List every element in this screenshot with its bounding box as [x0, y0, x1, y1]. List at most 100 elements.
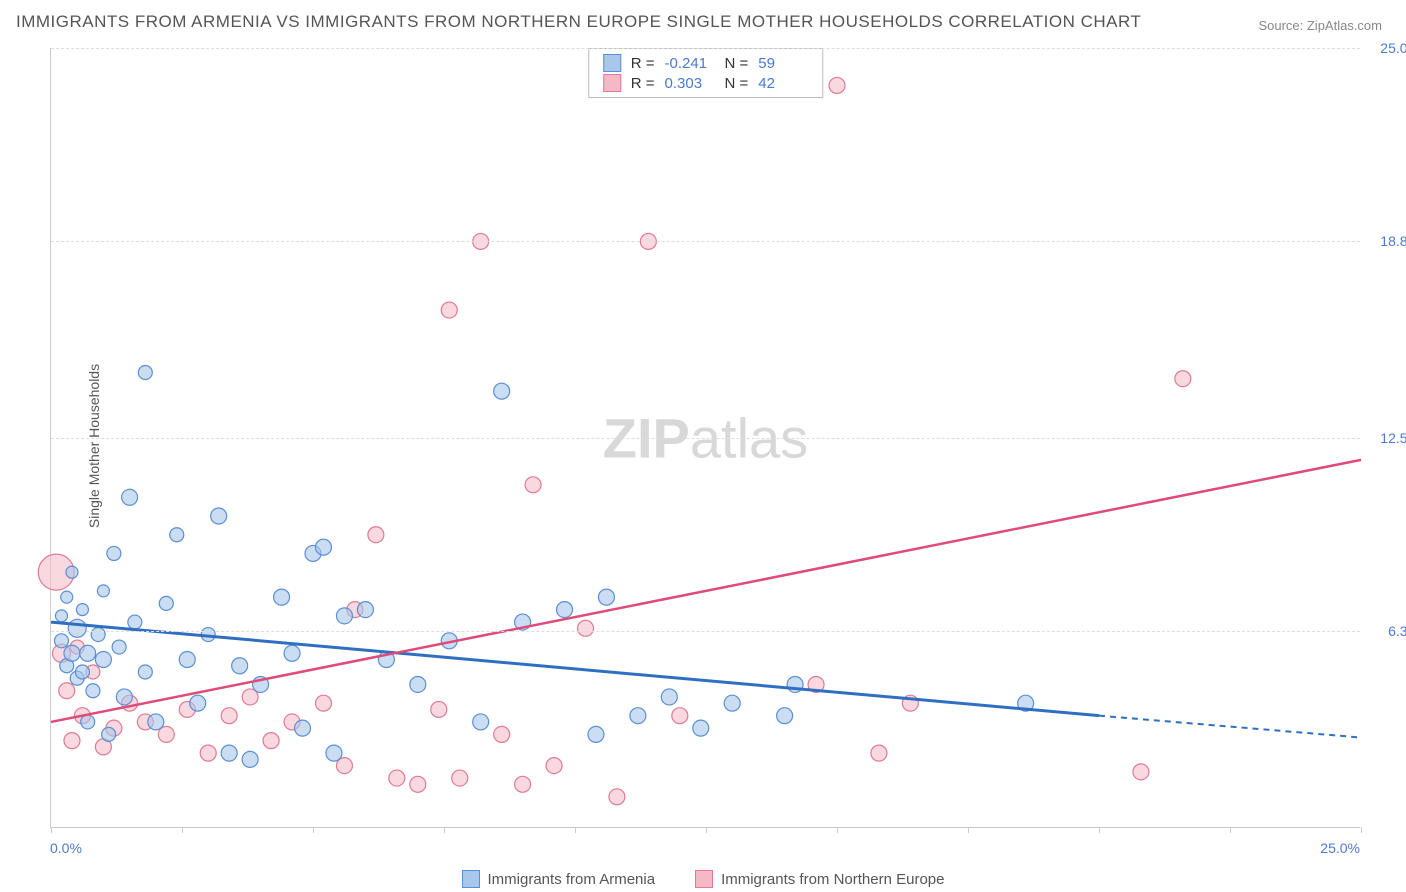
data-point — [1133, 764, 1149, 780]
x-axis-end-label: 25.0% — [1320, 840, 1360, 856]
x-tick — [706, 827, 707, 833]
x-tick — [182, 827, 183, 833]
data-point — [91, 628, 105, 642]
data-point — [97, 585, 109, 597]
data-point — [494, 383, 510, 399]
gridline — [51, 48, 1360, 49]
data-point — [441, 302, 457, 318]
x-tick — [444, 827, 445, 833]
legend-item: Immigrants from Armenia — [462, 870, 656, 888]
data-point — [64, 733, 80, 749]
trend-line — [51, 622, 1099, 716]
data-point — [148, 714, 164, 730]
data-point — [598, 589, 614, 605]
data-point — [693, 720, 709, 736]
data-point — [452, 770, 468, 786]
data-point — [672, 708, 688, 724]
data-point — [54, 634, 68, 648]
gridline — [51, 438, 1360, 439]
legend-swatch-2 — [695, 870, 713, 888]
data-point — [80, 645, 96, 661]
data-point — [724, 695, 740, 711]
data-point — [200, 745, 216, 761]
data-point — [66, 566, 78, 578]
data-point — [221, 708, 237, 724]
x-tick — [313, 827, 314, 833]
legend-label-2: Immigrants from Northern Europe — [721, 871, 944, 888]
data-point — [112, 640, 126, 654]
data-point — [494, 726, 510, 742]
data-point — [211, 508, 227, 524]
data-point — [274, 589, 290, 605]
legend-label-1: Immigrants from Armenia — [488, 871, 656, 888]
data-point — [55, 610, 67, 622]
chart-title: IMMIGRANTS FROM ARMENIA VS IMMIGRANTS FR… — [16, 12, 1141, 32]
data-point — [86, 684, 100, 698]
y-tick-label: 6.3% — [1365, 623, 1406, 639]
data-point — [59, 683, 75, 699]
x-tick — [51, 827, 52, 833]
data-point — [525, 477, 541, 493]
x-axis-start-label: 0.0% — [50, 840, 82, 856]
y-tick-label: 18.8% — [1365, 233, 1406, 249]
data-point — [357, 602, 373, 618]
data-point — [116, 689, 132, 705]
data-point — [107, 546, 121, 560]
source-prefix: Source: — [1258, 18, 1306, 33]
gridline — [51, 241, 1360, 242]
source-name: ZipAtlas.com — [1307, 18, 1382, 33]
y-tick-label: 25.0% — [1365, 40, 1406, 56]
y-tick-label: 12.5% — [1365, 430, 1406, 446]
data-point — [473, 714, 489, 730]
data-point — [68, 619, 86, 637]
x-tick — [1361, 827, 1362, 833]
data-point — [326, 745, 342, 761]
data-point — [609, 789, 625, 805]
data-point — [232, 658, 248, 674]
data-point — [410, 676, 426, 692]
data-point — [95, 652, 111, 668]
data-point — [630, 708, 646, 724]
chart-plot-area: ZIPatlas R = -0.241 N = 59 R = 0.303 N =… — [50, 48, 1360, 828]
data-point — [64, 645, 80, 661]
x-tick — [575, 827, 576, 833]
trend-line — [51, 460, 1361, 722]
data-point — [588, 726, 604, 742]
data-point — [138, 365, 152, 379]
x-tick — [837, 827, 838, 833]
x-tick — [1230, 827, 1231, 833]
data-point — [179, 652, 195, 668]
trend-line — [1099, 716, 1361, 738]
data-point — [389, 770, 405, 786]
data-point — [221, 745, 237, 761]
data-point — [242, 751, 258, 767]
data-point — [190, 695, 206, 711]
data-point — [295, 720, 311, 736]
data-point — [315, 695, 331, 711]
data-point — [546, 758, 562, 774]
data-point — [368, 527, 384, 543]
data-point — [829, 77, 845, 93]
data-point — [81, 715, 95, 729]
gridline — [51, 631, 1360, 632]
legend-swatch-1 — [462, 870, 480, 888]
source-attribution: Source: ZipAtlas.com — [1258, 18, 1382, 33]
data-point — [76, 604, 88, 616]
data-point — [777, 708, 793, 724]
data-point — [61, 591, 73, 603]
bottom-legend: Immigrants from Armenia Immigrants from … — [0, 870, 1406, 888]
data-point — [557, 602, 573, 618]
data-point — [170, 528, 184, 542]
x-tick — [968, 827, 969, 833]
data-point — [577, 620, 593, 636]
data-point — [128, 615, 142, 629]
data-point — [263, 733, 279, 749]
data-point — [75, 665, 89, 679]
data-point — [410, 776, 426, 792]
data-point — [159, 596, 173, 610]
data-point — [336, 608, 352, 624]
data-point — [1175, 371, 1191, 387]
data-point — [122, 489, 138, 505]
data-point — [315, 539, 331, 555]
data-point — [661, 689, 677, 705]
